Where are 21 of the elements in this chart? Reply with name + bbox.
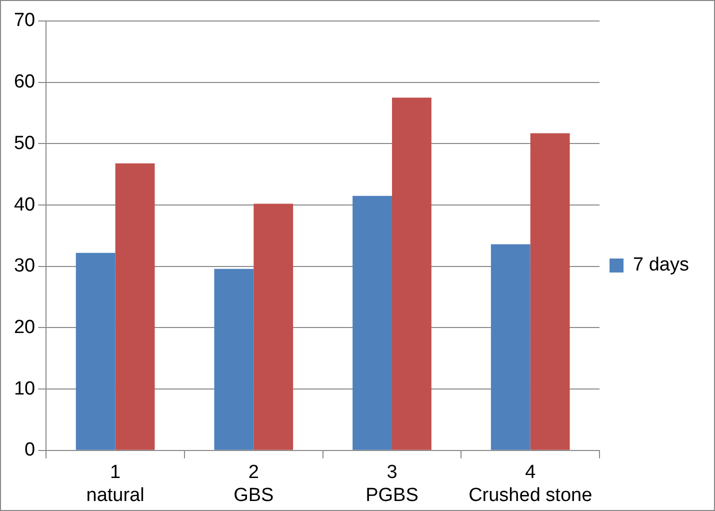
x-tick-label: 1 natural xyxy=(86,462,144,506)
y-tick-label: 50 xyxy=(14,132,36,154)
bar xyxy=(76,252,116,450)
y-tick-label: 20 xyxy=(14,316,36,338)
x-tick-label: 2 GBS xyxy=(234,462,274,506)
y-tick-label: 30 xyxy=(14,256,36,277)
bar xyxy=(392,98,432,450)
y-tick-label: 60 xyxy=(14,72,36,93)
legend-label: 7 days xyxy=(633,254,690,276)
y-tick-label: 40 xyxy=(14,194,36,216)
x-tick-label: 4 Crushed stone xyxy=(468,462,592,506)
bar xyxy=(254,204,294,450)
x-tick-label: 3 PGBS xyxy=(366,462,418,506)
bar xyxy=(115,163,155,450)
y-tick-label: 10 xyxy=(14,378,36,400)
bar xyxy=(530,133,570,450)
bar xyxy=(490,244,530,450)
bar xyxy=(352,196,392,450)
y-tick-label: 0 xyxy=(24,440,36,461)
bar xyxy=(214,268,254,450)
y-tick-label: 70 xyxy=(14,10,36,32)
